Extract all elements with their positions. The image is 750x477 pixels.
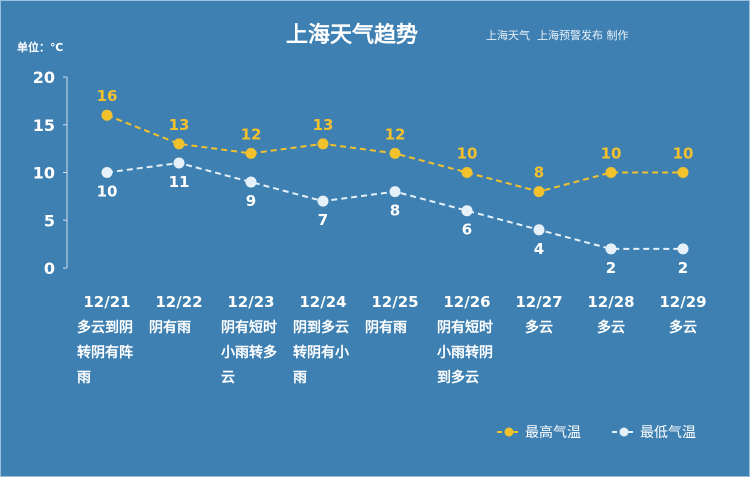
weather-label: 阴有雨 [365, 319, 407, 336]
weather-label: 小雨转多 [221, 344, 277, 361]
legend-marker [619, 427, 629, 437]
weather-label: 阴到多云 [293, 319, 349, 336]
weather-label: 多云 [669, 319, 697, 336]
x-tick-label: 12/27 [515, 293, 562, 311]
data-point [317, 195, 329, 207]
x-tick-label: 12/28 [587, 293, 634, 311]
data-label: 9 [246, 192, 256, 210]
weather-label: 阴有短时 [437, 319, 493, 336]
data-point [173, 157, 185, 169]
data-label: 13 [169, 116, 190, 134]
y-axis-label: 单位：℃ [17, 40, 63, 54]
data-point [245, 176, 257, 188]
data-point [533, 186, 545, 198]
weather-label: 阴有短时 [221, 319, 277, 336]
x-tick-label: 12/21 [83, 293, 130, 311]
x-tick-label: 12/23 [227, 293, 274, 311]
data-point [677, 243, 689, 255]
data-label: 6 [462, 221, 472, 239]
y-tick-label: 5 [44, 211, 55, 230]
weather-label: 转阴有阵 [77, 344, 133, 361]
data-point [389, 147, 401, 159]
legend-item: 最高气温 [497, 424, 581, 441]
data-label: 8 [534, 164, 544, 182]
data-point [677, 167, 689, 178]
legend-label: 最高气温 [525, 424, 581, 441]
data-label: 10 [601, 145, 622, 163]
legend-label: 最低气温 [640, 425, 696, 441]
weather-label: 雨 [293, 370, 307, 386]
y-tick-label: 15 [33, 116, 55, 135]
data-label: 13 [313, 116, 334, 134]
legend-marker [504, 427, 514, 437]
data-point [461, 205, 473, 217]
data-point [317, 138, 329, 150]
y-tick-label: 20 [33, 68, 55, 87]
weather-label: 云 [221, 370, 235, 386]
data-point [605, 243, 617, 255]
data-label: 16 [97, 87, 118, 105]
chart-subtitle: 上海天气 上海预警发布 制作 [486, 28, 629, 42]
legend-item: 最低气温 [612, 425, 696, 441]
data-label: 10 [97, 183, 118, 201]
weather-label: 阴有雨 [149, 319, 191, 336]
data-label: 7 [318, 211, 328, 229]
data-label: 12 [385, 125, 406, 143]
weather-label: 雨 [77, 370, 91, 386]
data-label: 8 [390, 202, 400, 220]
weather-label: 多云 [597, 319, 625, 336]
x-tick-label: 12/26 [443, 293, 490, 311]
data-point [461, 167, 473, 178]
weather-label: 转阴有小 [293, 344, 349, 361]
data-point [389, 186, 401, 198]
y-tick-label: 10 [33, 164, 55, 183]
data-point [533, 224, 545, 236]
weather-label: 小雨转阴 [437, 344, 493, 361]
data-point [245, 147, 257, 159]
x-tick-label: 12/29 [659, 293, 706, 311]
data-point [605, 167, 617, 178]
y-tick-label: 0 [44, 259, 55, 278]
data-point [173, 138, 185, 150]
weather-label: 到多云 [437, 369, 479, 386]
weather-label: 多云 [525, 319, 553, 336]
data-label: 11 [169, 173, 190, 191]
data-label: 10 [673, 145, 694, 163]
data-label: 12 [241, 125, 262, 143]
x-tick-label: 12/24 [299, 293, 346, 311]
data-point [101, 109, 113, 121]
x-tick-label: 12/22 [155, 293, 202, 311]
weather-label: 多云到阴 [77, 319, 133, 336]
data-label: 2 [678, 259, 688, 277]
chart-title: 上海天气趋势 [286, 22, 418, 48]
data-label: 4 [534, 240, 544, 258]
data-label: 10 [457, 145, 478, 163]
data-label: 2 [606, 259, 616, 277]
data-point [101, 167, 113, 178]
x-tick-label: 12/25 [371, 293, 418, 311]
